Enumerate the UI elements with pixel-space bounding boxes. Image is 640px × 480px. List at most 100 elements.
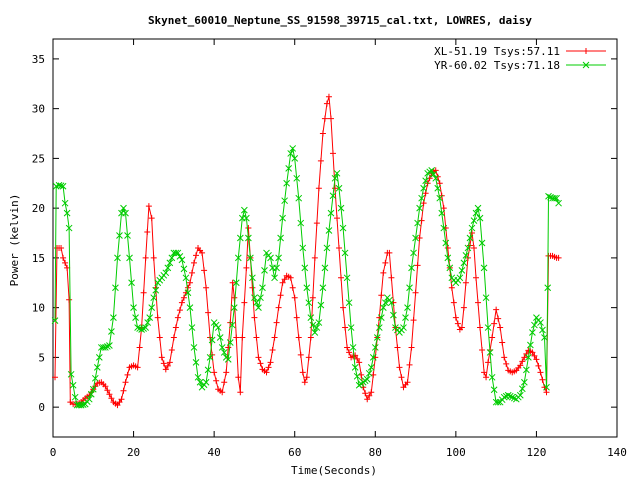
data-point [57,182,65,190]
data-point [490,386,498,394]
data-point [531,321,538,329]
data-point [299,244,307,252]
data-point [313,324,321,331]
data-point [148,215,155,222]
data-point [138,326,145,333]
data-point [112,284,119,292]
data-point [489,334,496,341]
y-tick-label: 30 [32,103,45,116]
data-point [108,395,115,402]
data-point [334,215,341,222]
data-point [366,392,373,399]
data-point [434,184,442,192]
data-point [188,269,195,276]
data-point [192,359,200,366]
data-point [201,267,208,274]
data-point [485,359,492,366]
data-point [400,324,407,331]
data-point [323,100,330,107]
data-point [342,324,349,331]
x-axis-label: Time(Seconds) [291,464,377,477]
data-point [216,334,224,341]
data-point [255,354,262,361]
data-point [414,262,421,269]
data-point [438,209,446,217]
data-point [196,378,204,386]
data-point [362,390,369,397]
data-point [468,224,476,232]
data-point [104,343,111,350]
x-tick-label: 60 [288,446,301,459]
data-point [273,264,280,272]
data-point [369,354,377,361]
data-point [218,344,226,351]
data-point [473,274,479,281]
data-point [482,294,490,302]
data-point [313,220,320,227]
data-point [253,299,260,307]
data-point [190,344,198,351]
data-point [458,266,466,274]
data-point [102,383,109,390]
data-point [253,334,260,341]
data-point [491,320,498,327]
data-point [245,234,252,242]
plot-frame [52,38,618,438]
data-point [327,209,335,217]
data-point [236,234,244,242]
data-point [234,254,242,262]
data-point [89,385,97,393]
data-point [341,249,349,257]
data-point [349,344,357,351]
data-point [406,284,413,292]
data-point [499,339,506,346]
data-point [343,274,351,282]
data-point [124,232,131,239]
data-point [241,299,248,306]
data-point [142,254,149,261]
data-point [555,199,562,207]
data-point [303,374,310,381]
data-point [319,130,326,137]
data-point [481,369,488,376]
data-point [488,373,496,381]
data-point [354,355,361,362]
data-point [494,398,502,406]
data-point [182,274,190,282]
data-point [529,349,536,356]
data-point [412,289,419,296]
data-point [406,361,413,368]
data-point [519,358,526,365]
data-point [164,362,171,369]
data-point [336,244,343,251]
data-point [311,329,319,336]
data-point [150,254,157,261]
data-point [363,375,371,383]
data-point [458,324,465,331]
data-point [243,214,250,222]
data-point [442,239,450,247]
data-point [307,334,314,341]
data-point [295,334,302,341]
data-point [106,342,113,349]
data-point [162,366,169,373]
data-point [337,204,345,212]
legend-label-2: YR-60.02 Tsys:71.18 [434,59,560,72]
data-point [436,194,444,202]
data-point [58,244,65,251]
data-point [293,174,301,182]
data-point [251,294,258,302]
data-point [267,254,274,262]
data-point [307,314,315,321]
data-point [452,314,459,321]
x-tick-label: 0 [50,446,57,459]
data-point [420,200,427,207]
data-point [67,370,75,378]
data-point [483,374,490,381]
chart-title: Skynet_60010_Neptune_SS_91598_39715_cal.… [148,14,532,27]
data-point [428,166,436,174]
data-point [299,369,306,376]
data-point [214,324,222,331]
data-point [281,197,288,205]
data-point [408,264,415,272]
